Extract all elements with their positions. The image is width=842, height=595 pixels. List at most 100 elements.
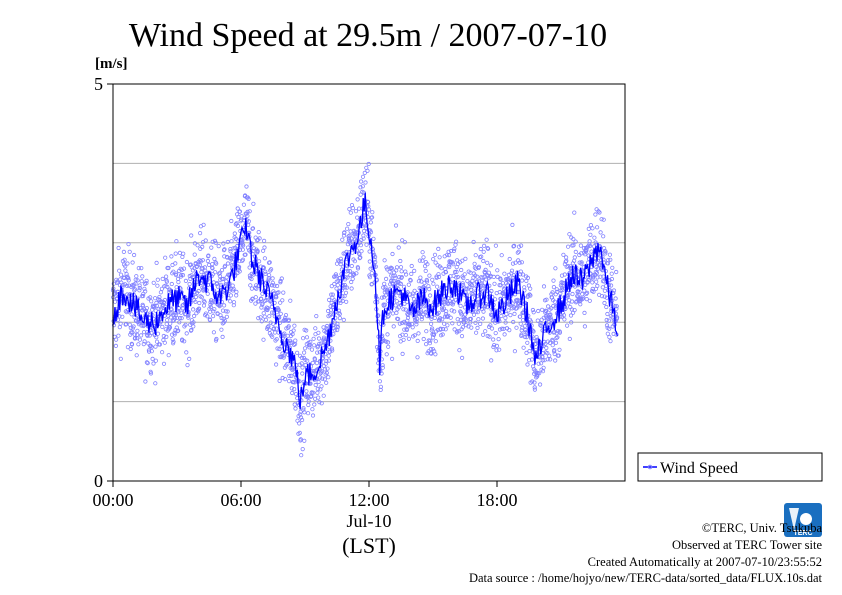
scatter-point: [606, 258, 611, 263]
scatter-point: [300, 336, 306, 341]
scatter-point: [186, 315, 191, 320]
scatter-point: [128, 346, 133, 352]
scatter-point: [440, 317, 445, 322]
scatter-point: [270, 283, 275, 288]
scatter-point: [471, 312, 477, 317]
scatter-point: [215, 284, 220, 289]
scatter-point: [572, 255, 577, 260]
scatter-point: [117, 324, 122, 330]
scatter-point: [144, 360, 149, 365]
scatter-point: [491, 337, 496, 342]
scatter-point: [165, 317, 170, 323]
scatter-point: [536, 361, 541, 366]
scatter-point: [223, 309, 228, 314]
scatter-point: [304, 328, 309, 333]
scatter-point: [525, 362, 530, 367]
scatter-point: [368, 220, 373, 225]
scatter-point: [244, 184, 249, 189]
scatter-point: [451, 262, 456, 267]
scatter-point: [355, 266, 361, 271]
scatter-point: [590, 280, 595, 285]
scatter-point: [431, 332, 437, 337]
scatter-point: [436, 274, 442, 279]
scatter-point: [532, 380, 537, 385]
scatter-point: [590, 276, 596, 281]
scatter-point: [591, 289, 596, 294]
scatter-point: [599, 217, 604, 222]
scatter-point: [212, 238, 218, 243]
logo-text: TERC: [793, 530, 812, 537]
scatter-point: [414, 322, 419, 327]
scatter-point: [172, 316, 177, 321]
scatter-point: [473, 253, 478, 258]
scatter-point: [364, 204, 369, 209]
x-axis-label: (LST): [342, 533, 396, 558]
scatter-point: [465, 278, 470, 284]
scatter-point: [514, 325, 519, 330]
scatter-point: [401, 284, 407, 289]
scatter-points: [110, 161, 620, 458]
scatter-point: [484, 237, 489, 242]
scatter-point: [429, 328, 434, 333]
scatter-point: [116, 333, 121, 338]
scatter-point: [315, 390, 320, 395]
scatter-point: [212, 307, 217, 312]
scatter-point: [207, 317, 213, 323]
scatter-point: [153, 358, 158, 363]
scatter-point: [608, 257, 613, 262]
scatter-point: [461, 275, 466, 281]
scatter-point: [578, 243, 584, 248]
scatter-point: [516, 249, 521, 254]
scatter-point: [217, 304, 222, 309]
scatter-point: [206, 253, 211, 258]
scatter-point: [541, 284, 547, 289]
scatter-point: [569, 320, 574, 325]
scatter-point: [458, 310, 464, 315]
scatter-point: [114, 337, 119, 342]
scatter-point: [249, 286, 254, 291]
scatter-point: [184, 259, 189, 265]
scatter-point: [473, 266, 478, 271]
scatter-point: [479, 281, 484, 286]
scatter-point: [141, 293, 146, 299]
scatter-point: [118, 272, 124, 277]
scatter-point: [510, 261, 516, 266]
scatter-point: [561, 313, 567, 318]
scatter-point: [387, 269, 392, 274]
scatter-point: [450, 302, 455, 307]
terc-logo: TERC: [784, 503, 822, 537]
scatter-point: [373, 264, 378, 269]
scatter-point: [607, 252, 613, 257]
scatter-point: [298, 415, 304, 420]
scatter-point: [122, 257, 127, 262]
scatter-point: [300, 371, 305, 376]
scatter-point: [365, 168, 370, 173]
scatter-point: [493, 330, 498, 336]
scatter-point: [187, 281, 192, 287]
scatter-point: [281, 353, 286, 358]
scatter-point: [565, 263, 571, 269]
scatter-point: [545, 304, 551, 309]
scatter-point: [539, 307, 545, 312]
scatter-point: [403, 332, 408, 338]
scatter-point: [518, 302, 523, 308]
scatter-point: [245, 209, 250, 214]
scatter-point: [356, 206, 362, 211]
scatter-point: [386, 313, 391, 319]
scatter-point: [179, 310, 184, 315]
x-axis-ticks: 00:00 06:00 12:00 18:00: [92, 481, 518, 510]
scatter-point: [440, 332, 445, 337]
scatter-point: [462, 316, 468, 321]
scatter-point: [421, 336, 426, 342]
scatter-point: [235, 206, 240, 211]
scatter-point: [176, 309, 181, 315]
scatter-point: [452, 246, 457, 251]
scatter-point: [454, 258, 460, 263]
scatter-point: [270, 334, 275, 339]
scatter-point: [560, 286, 565, 291]
scatter-point: [135, 328, 140, 333]
scatter-point: [350, 206, 355, 211]
scatter-point: [311, 336, 316, 341]
scatter-point: [278, 300, 283, 305]
scatter-point: [154, 303, 159, 308]
